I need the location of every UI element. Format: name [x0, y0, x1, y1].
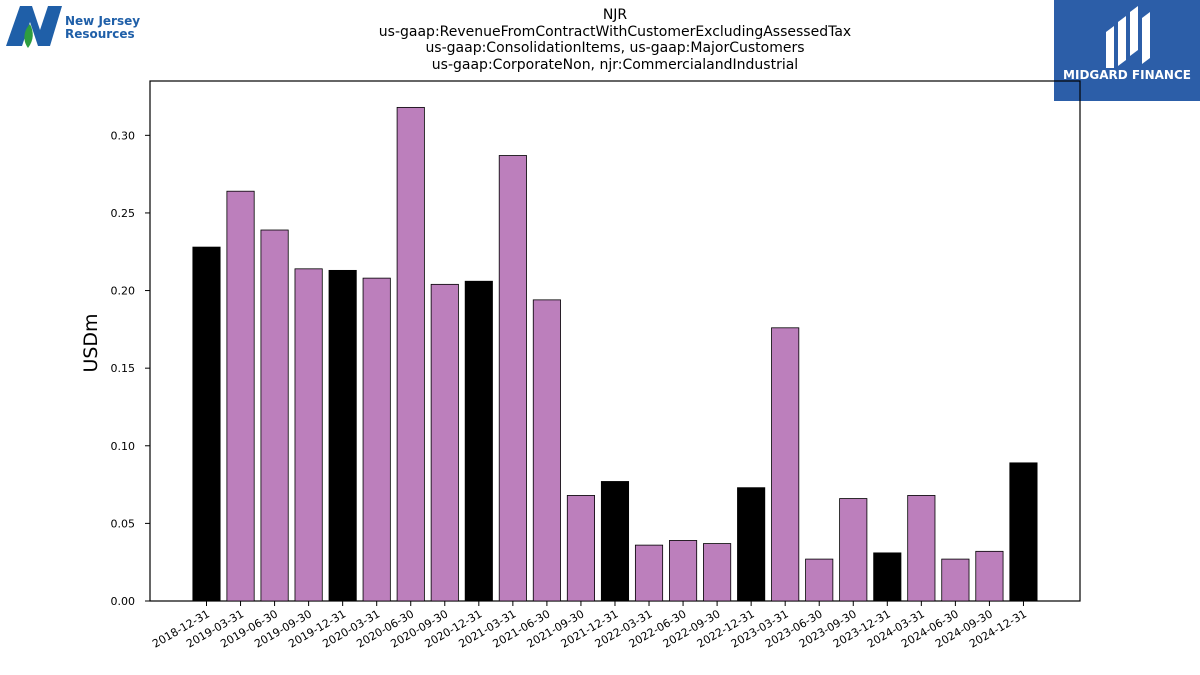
- y-tick-label: 0.20: [111, 285, 136, 298]
- bar-2021-12-31: [600, 481, 630, 602]
- bar-2021-03-31: [498, 155, 527, 602]
- bar-2019-03-31: [226, 190, 255, 602]
- x-axis: 2018-12-312019-03-312019-06-302019-09-30…: [150, 601, 1029, 651]
- bar-2022-12-31: [737, 487, 766, 602]
- title-line-2: us-gaap:RevenueFromContractWithCustomerE…: [378, 24, 852, 40]
- bar-2023-12-31: [873, 552, 902, 602]
- bar-2019-09-30: [294, 268, 323, 602]
- midgard-logo-mark: [1106, 6, 1150, 68]
- y-tick-label: 0.25: [111, 207, 136, 220]
- njr-logo: New Jersey Resources: [4, 4, 154, 50]
- title-line-4: us-gaap:CorporateNon, njr:CommercialandI…: [431, 57, 799, 73]
- bar-2020-06-30: [396, 106, 425, 602]
- midgard-logo-text: MIDGARD FINANCE: [1063, 68, 1191, 82]
- bar-2024-09-30: [975, 550, 1004, 602]
- y-tick-label: 0.15: [111, 362, 136, 375]
- bar-2024-06-30: [941, 558, 970, 602]
- njr-logo-line1: New Jersey: [65, 14, 141, 28]
- y-tick-label: 0.30: [111, 129, 136, 142]
- bar-2020-09-30: [430, 283, 459, 602]
- bar-2023-03-31: [771, 327, 800, 602]
- njr-logo-mark: [6, 6, 62, 48]
- njr-logo-line2: Resources: [65, 27, 135, 41]
- title-line-1: NJR: [602, 7, 628, 23]
- bar-2022-09-30: [703, 543, 732, 602]
- bar-2019-12-31: [328, 269, 357, 602]
- y-tick-label: 0.05: [111, 517, 136, 530]
- bar-2024-12-31: [1009, 462, 1038, 602]
- bar-2021-06-30: [532, 299, 561, 602]
- bar-2020-12-31: [464, 280, 493, 602]
- bars: [192, 106, 1038, 602]
- bar-2020-03-31: [362, 277, 391, 602]
- y-tick-label: 0.10: [111, 440, 136, 453]
- bar-2021-09-30: [566, 495, 595, 602]
- bar-2024-03-31: [907, 495, 936, 602]
- bar-2022-03-31: [634, 544, 664, 602]
- bar-2018-12-31: [192, 246, 221, 602]
- title-line-3: us-gaap:ConsolidationItems, us-gaap:Majo…: [425, 40, 805, 56]
- y-axis: 0.00 0.05 0.10 0.15 0.20 0.25 0.30: [111, 129, 150, 608]
- y-tick-label: 0.00: [111, 595, 136, 608]
- midgard-finance-logo: MIDGARD FINANCE: [1054, 0, 1200, 101]
- bar-2023-09-30: [839, 498, 868, 602]
- bar-2023-06-30: [805, 558, 834, 602]
- bar-2022-06-30: [669, 540, 698, 602]
- bar-2019-06-30: [260, 229, 289, 602]
